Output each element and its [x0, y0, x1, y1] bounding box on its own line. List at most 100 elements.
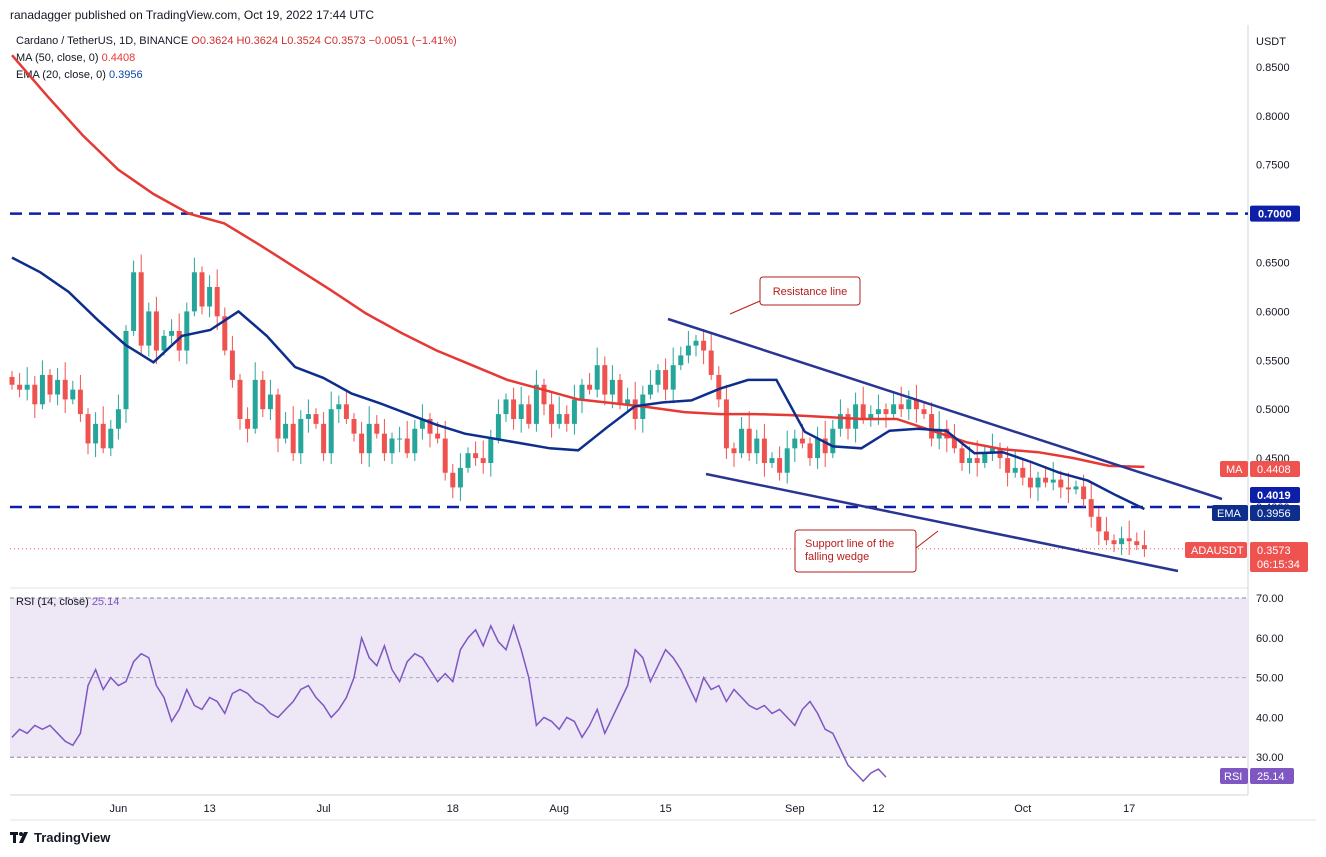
- ema-tag: EMA 0.3956: [1212, 505, 1300, 521]
- ema-tag-value: 0.3956: [1257, 508, 1291, 520]
- rsi-tag-value: 25.14: [1257, 771, 1285, 783]
- candle-body: [39, 374, 45, 405]
- candle-body: [1088, 499, 1094, 517]
- candle-body: [191, 272, 197, 312]
- candle-body: [24, 384, 30, 390]
- currency-label: USDT: [1256, 36, 1286, 48]
- candle-body: [853, 404, 859, 429]
- candle-body: [465, 453, 471, 468]
- rsi-tick-label: 30.00: [1256, 752, 1284, 764]
- candle-body: [1073, 486, 1079, 490]
- ma-tag: MA 0.4408: [1220, 461, 1300, 477]
- time-tick-label: 15: [659, 803, 671, 815]
- brand-footer[interactable]: TradingView: [10, 830, 110, 845]
- last-price-tag: ADAUSDT 0.3573 06:15:34: [1185, 542, 1308, 572]
- candle-body: [435, 433, 441, 439]
- candle-body: [313, 414, 319, 424]
- candle-body: [359, 433, 365, 454]
- candle-body: [374, 423, 380, 434]
- candle-body: [769, 458, 775, 463]
- candle-body: [176, 330, 182, 351]
- candle-body: [837, 414, 843, 429]
- candle-body: [1119, 538, 1125, 545]
- candle-body: [1058, 479, 1064, 488]
- candle-body: [328, 409, 334, 454]
- rsi-value: 25.14: [91, 596, 120, 608]
- price-tick-label: 0.5000: [1256, 404, 1290, 416]
- candle-body: [480, 458, 486, 463]
- ema20-line: [11, 256, 1145, 511]
- candle-body: [511, 399, 517, 419]
- candle-body: [283, 423, 289, 439]
- candle-body: [754, 438, 760, 454]
- candle-body: [77, 389, 83, 415]
- candle-body: [9, 376, 15, 385]
- candle-body: [906, 399, 912, 410]
- candle-body: [594, 365, 600, 390]
- candle-body: [647, 384, 653, 395]
- candle-body: [625, 399, 631, 405]
- candle-body: [1111, 540, 1117, 545]
- candle-body: [533, 384, 539, 424]
- candle-body: [252, 379, 258, 429]
- candle-body: [708, 350, 714, 375]
- candle-body: [761, 438, 767, 463]
- time-tick-label: 13: [203, 803, 215, 815]
- candle-body: [731, 448, 737, 454]
- candle-body: [967, 458, 973, 463]
- ema-label: EMA (20, close, 0): [16, 69, 106, 81]
- candle-body: [245, 418, 251, 429]
- candle-body: [518, 404, 524, 419]
- brand-name: TradingView: [34, 830, 111, 845]
- candle-body: [207, 286, 213, 307]
- candle-body: [898, 404, 904, 410]
- candle-body: [1020, 467, 1026, 478]
- candle-body: [1027, 477, 1033, 488]
- support-callout-text: Support line of the falling wedge: [805, 538, 894, 563]
- candle-body: [913, 399, 919, 410]
- candle-body: [739, 428, 745, 454]
- ma-legend: MA (50, close, 0) 0.4408: [16, 52, 135, 64]
- candle-body: [389, 438, 395, 454]
- candle-body: [746, 428, 752, 454]
- candle-body: [655, 370, 661, 385]
- support-trendline: [705, 472, 1179, 573]
- candle-body: [321, 423, 327, 454]
- price-tick-label: 0.7500: [1256, 160, 1290, 172]
- candle-body: [830, 428, 836, 454]
- ema-legend: EMA (20, close, 0) 0.3956: [16, 69, 143, 81]
- candle-body: [450, 472, 456, 488]
- candle-body: [777, 458, 783, 473]
- candle-body: [556, 414, 562, 424]
- price-tick-label: 0.8000: [1256, 111, 1290, 123]
- ma-tag-value: 0.4408: [1257, 464, 1291, 476]
- time-tick-label: 12: [872, 803, 884, 815]
- candle-body: [275, 394, 281, 439]
- candle-body: [184, 311, 190, 351]
- candle-body: [982, 453, 988, 463]
- candle-body: [298, 418, 304, 454]
- candle-body: [579, 384, 585, 400]
- candle-body: [473, 453, 479, 459]
- candle-body: [214, 286, 220, 317]
- ema-tag-label: EMA: [1217, 508, 1242, 520]
- candle-body: [381, 433, 387, 454]
- candle-body: [343, 404, 349, 419]
- rsi-tag: RSI 25.14: [1220, 768, 1294, 784]
- candle-body: [108, 428, 114, 449]
- candle-body: [587, 384, 593, 390]
- candle-body: [663, 370, 669, 390]
- rsi-line: [11, 623, 887, 783]
- published-header: ranadagger published on TradingView.com,…: [10, 8, 375, 22]
- candle-body: [1005, 458, 1011, 473]
- candle-body: [549, 404, 555, 424]
- symbol-tag: ADAUSDT: [1191, 545, 1244, 557]
- countdown-value: 06:15:34: [1257, 559, 1300, 571]
- candle-body: [670, 365, 676, 390]
- candle-body: [564, 414, 570, 424]
- candle-body: [685, 345, 691, 356]
- candle-body: [541, 384, 547, 405]
- candle-body: [951, 438, 957, 449]
- candle-body: [351, 418, 357, 434]
